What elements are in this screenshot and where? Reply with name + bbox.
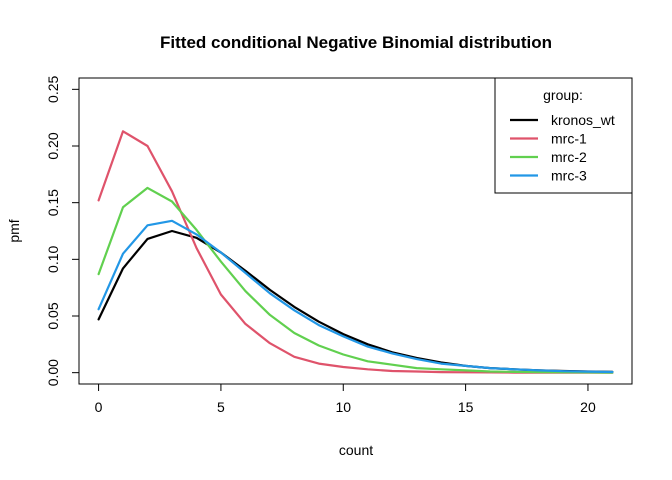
series-line-mrc-2 <box>97 186 614 374</box>
x-tick-label: 10 <box>335 399 351 415</box>
y-tick-label: 0.15 <box>45 189 61 216</box>
y-tick-label: 0.10 <box>45 245 61 272</box>
legend-box <box>494 77 633 194</box>
x-tick-label: 20 <box>580 399 596 415</box>
legend-label-mrc-1: mrc-1 <box>551 131 587 147</box>
y-axis: 0.00 0.05 0.10 0.15 0.20 0.25 <box>45 75 80 386</box>
legend: group: kronos_wt mrc-1 mrc-2 mrc-3 <box>494 77 633 194</box>
legend-label-mrc-3: mrc-3 <box>551 168 587 184</box>
x-tick-label: 0 <box>95 399 103 415</box>
chart-title: Fitted conditional Negative Binomial dis… <box>160 33 552 52</box>
series-line-kronos_wt <box>97 229 614 373</box>
y-tick-label: 0.00 <box>45 359 61 386</box>
legend-title: group: <box>543 87 583 103</box>
y-tick-label: 0.20 <box>45 132 61 159</box>
legend-label-kronos_wt: kronos_wt <box>551 112 615 128</box>
x-tick-label: 5 <box>217 399 225 415</box>
y-tick-label: 0.25 <box>45 75 61 102</box>
x-axis: 0 5 10 15 20 <box>95 383 596 415</box>
series-line-mrc-3 <box>97 219 614 374</box>
series-lines <box>97 130 614 374</box>
legend-items: kronos_wt mrc-1 mrc-2 mrc-3 <box>510 112 615 184</box>
y-axis-label: pmf <box>6 219 22 242</box>
y-tick-label: 0.05 <box>45 302 61 329</box>
legend-label-mrc-2: mrc-2 <box>551 149 587 165</box>
x-tick-label: 15 <box>458 399 474 415</box>
x-axis-label: count <box>339 442 373 458</box>
